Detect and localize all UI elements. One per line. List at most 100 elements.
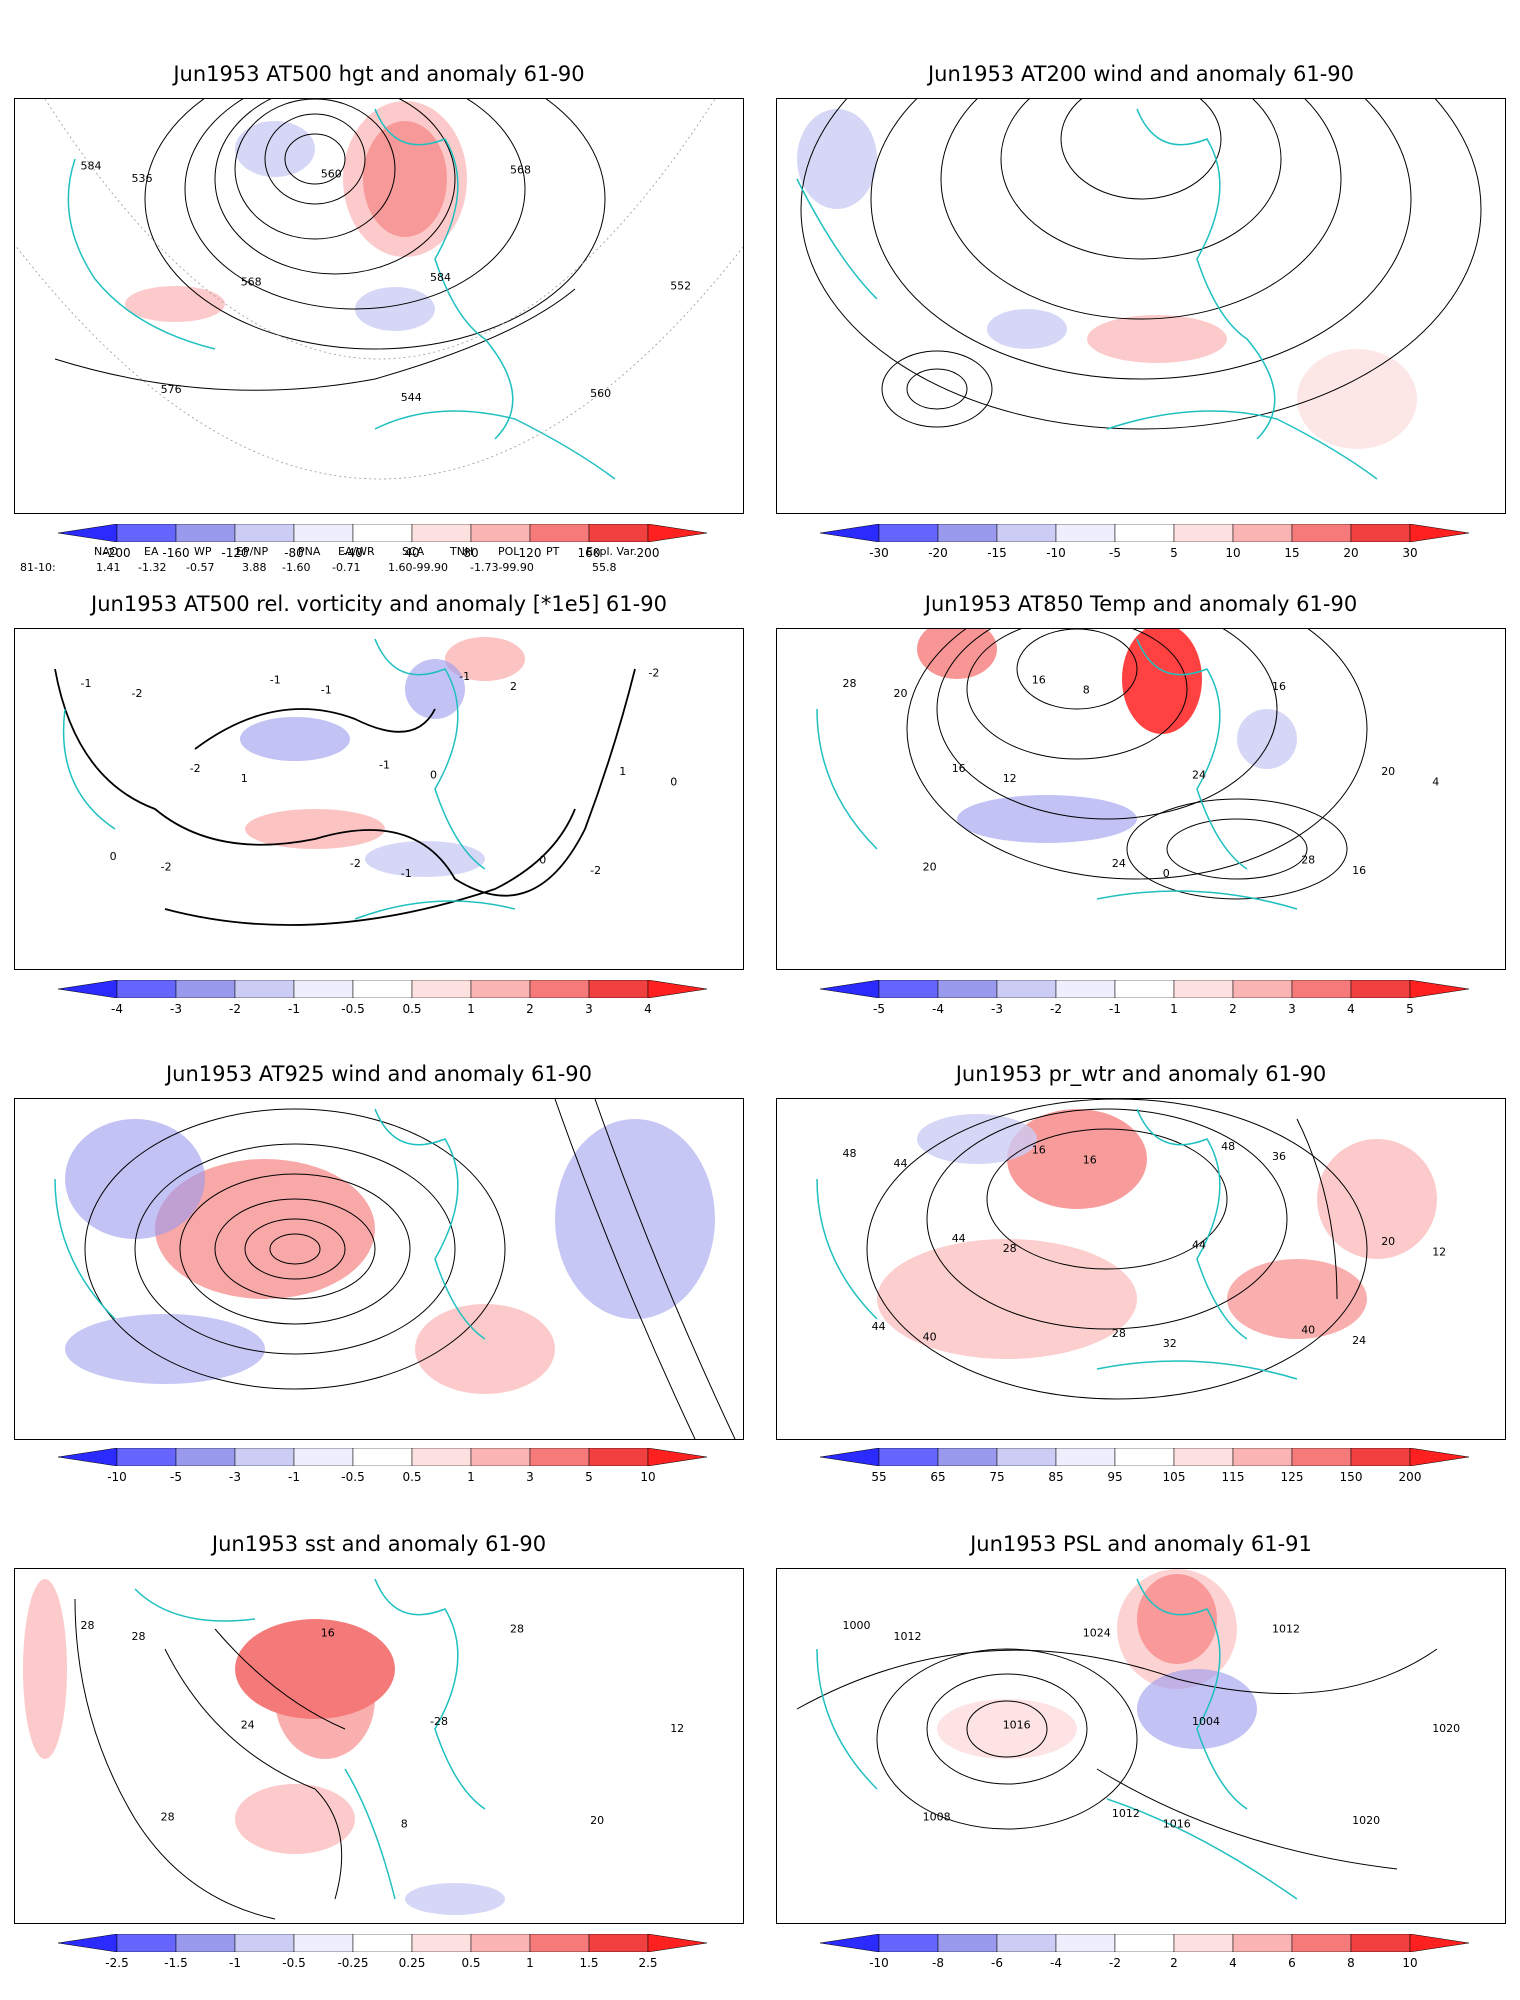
contour-label: 584 bbox=[430, 271, 451, 284]
contour-label: 32 bbox=[1163, 1337, 1177, 1350]
colorbar-swatches bbox=[819, 523, 1470, 543]
anomaly-shading bbox=[23, 1579, 505, 1915]
colorbar-swatches bbox=[57, 523, 708, 543]
coastlines bbox=[796, 108, 1378, 480]
contour-label: 20 bbox=[923, 860, 937, 873]
index-name: SCA bbox=[402, 545, 425, 558]
colorbar-label: 8 bbox=[1347, 1956, 1355, 1970]
map-psl: 1012 1016 1020 1024 1020 1016 1012 1008 1004 1000… bbox=[796, 1569, 1460, 1900]
panel-title: Jun1953 AT925 wind and anomaly 61-90 bbox=[165, 1062, 593, 1086]
index-name: WP bbox=[194, 545, 212, 558]
colorbar-label: 5 bbox=[1406, 1002, 1414, 1016]
colorbar-label: 5 bbox=[1170, 546, 1178, 560]
colorbar-swatch bbox=[352, 1933, 413, 1953]
colorbar-swatch bbox=[819, 979, 880, 999]
colorbar: -2.5 -1.5 -1 -0.5 -0.25 0.25 0.5 1 1.5 2… bbox=[57, 1933, 708, 1974]
colorbar-label: -10 bbox=[869, 1956, 889, 1970]
colorbar-swatch bbox=[470, 523, 531, 543]
colorbar-swatch bbox=[1114, 1933, 1175, 1953]
colorbar-swatch bbox=[1350, 1447, 1411, 1467]
colorbar-label: 10 bbox=[1225, 546, 1241, 560]
colorbar: -10 -5 -3 -1 -0.5 0.5 1 3 5 10 bbox=[57, 1447, 708, 1488]
colorbar-label: -3 bbox=[991, 1002, 1003, 1016]
map-temp850: 20 0 4 8 16 12 16 20 24 28 24 20 16 28 16 bbox=[816, 629, 1439, 910]
colorbar-swatch bbox=[529, 1447, 590, 1467]
coastlines bbox=[67, 108, 616, 480]
panel-psl: Jun1953 PSL and anomaly 61-91 1012 1016 bbox=[776, 1532, 1506, 1972]
panel-title: Jun1953 AT500 rel. vorticity and anomaly… bbox=[91, 592, 667, 616]
colorbar-label: 6 bbox=[1288, 1956, 1296, 1970]
index-name: EP/NP bbox=[236, 545, 269, 558]
contour-label: 16 bbox=[321, 1626, 335, 1639]
coastlines bbox=[816, 638, 1298, 910]
colorbar-label: -1 bbox=[288, 1002, 300, 1016]
colorbar-labels: 55 65 75 85 95 105 115 125 150 200 bbox=[820, 1470, 1470, 1486]
colorbar-label: -2 bbox=[1050, 1002, 1062, 1016]
contour-label: 40 bbox=[923, 1330, 937, 1343]
colorbar-swatch bbox=[1350, 979, 1411, 999]
colorbar-label: 0.25 bbox=[398, 1956, 426, 1970]
colorbar-swatch bbox=[175, 979, 236, 999]
colorbar-swatch bbox=[116, 1447, 177, 1467]
colorbar-label: 75 bbox=[989, 1470, 1005, 1484]
index-value: -1.73-99.90 bbox=[470, 561, 534, 574]
anomaly-shading bbox=[65, 1119, 715, 1394]
colorbar: -5 -4 -3 -2 -1 1 2 3 4 5 bbox=[819, 979, 1470, 1020]
colorbar-label: 10 bbox=[640, 1470, 656, 1484]
contour-label: 48 bbox=[843, 1147, 857, 1160]
colorbar-swatch bbox=[588, 979, 649, 999]
colorbar-swatch bbox=[996, 1447, 1057, 1467]
colorbar-label: 80 bbox=[463, 546, 479, 560]
coastlines bbox=[816, 1108, 1298, 1380]
map-frame: 44 32 12 16 24 28 36 40 44 48 28 20 16 40 44 48 44 bbox=[776, 1098, 1506, 1440]
colorbar-swatch bbox=[352, 523, 413, 543]
contour-label: 24 bbox=[1352, 1334, 1366, 1347]
anomaly-shading bbox=[125, 101, 467, 331]
colorbar: -4 -3 -2 -1 -0.5 0.5 1 2 3 4 bbox=[57, 979, 708, 1020]
panel-sst: Jun1953 sst and anomaly 61-90 28 8 12 16 20 2… bbox=[14, 1532, 744, 1972]
colorbar-label: 200 bbox=[636, 546, 660, 560]
colorbar-swatch bbox=[1173, 1447, 1234, 1467]
colorbar-label: 1 bbox=[467, 1470, 475, 1484]
contour-label: 1016 bbox=[1003, 1718, 1031, 1731]
indices-values: 81-10: 1.41 -1.32 -0.57 3.88 -1.60 -0.71… bbox=[20, 561, 700, 577]
colorbar-swatch bbox=[1055, 1447, 1116, 1467]
colorbar-swatch bbox=[1409, 979, 1470, 999]
colorbar-label: 125 bbox=[1280, 1470, 1304, 1484]
colorbar-swatch bbox=[1409, 523, 1470, 543]
contour-label: -1 bbox=[379, 758, 390, 771]
colorbar-label: -4 bbox=[932, 1002, 944, 1016]
colorbar-swatch bbox=[57, 523, 118, 543]
colorbar-swatch bbox=[411, 523, 472, 543]
colorbar-label: 95 bbox=[1107, 1470, 1123, 1484]
colorbar-swatch bbox=[937, 979, 998, 999]
colorbar-labels: -10 -8 -6 -4 -2 2 4 6 8 10 bbox=[820, 1956, 1470, 1972]
colorbar-swatch bbox=[937, 1933, 998, 1953]
colorbar-swatch bbox=[819, 523, 880, 543]
colorbar-label: 5 bbox=[585, 1470, 593, 1484]
panel-hgt500: Jun1953 AT500 hgt and anomaly 61-90 bbox=[14, 62, 744, 560]
colorbar-label: 40 bbox=[404, 546, 420, 560]
colorbar-label: -4 bbox=[111, 1002, 123, 1016]
contour-label: 44 bbox=[872, 1320, 886, 1333]
colorbar-label: 1 bbox=[526, 1956, 534, 1970]
colorbar-label: -1 bbox=[229, 1956, 241, 1970]
colorbar-label: 3 bbox=[1288, 1002, 1296, 1016]
colorbar-swatch bbox=[1291, 1447, 1352, 1467]
contour-label: 28 bbox=[510, 1623, 524, 1636]
colorbar-swatches bbox=[819, 1933, 1470, 1953]
panel-wind200: Jun1953 AT200 wind and anomaly 61-90 bbox=[776, 62, 1506, 560]
colorbar-swatch bbox=[293, 523, 354, 543]
colorbar-label: 0.5 bbox=[402, 1470, 422, 1484]
colorbar-label: -3 bbox=[170, 1002, 182, 1016]
contour-label: 1008 bbox=[923, 1810, 951, 1823]
anomaly-shading bbox=[240, 637, 525, 877]
contour-label: 16 bbox=[1352, 864, 1366, 877]
index-value: -0.71 bbox=[332, 561, 361, 574]
map-frame: 20 0 4 8 16 12 16 20 24 28 24 20 16 28 16 bbox=[776, 628, 1506, 970]
index-name: PNA bbox=[298, 545, 321, 558]
contour-label: 12 bbox=[1432, 1245, 1446, 1258]
colorbar-swatch bbox=[293, 1447, 354, 1467]
colorbar-label: 4 bbox=[644, 1002, 652, 1016]
contour-label: 560 bbox=[590, 387, 611, 400]
